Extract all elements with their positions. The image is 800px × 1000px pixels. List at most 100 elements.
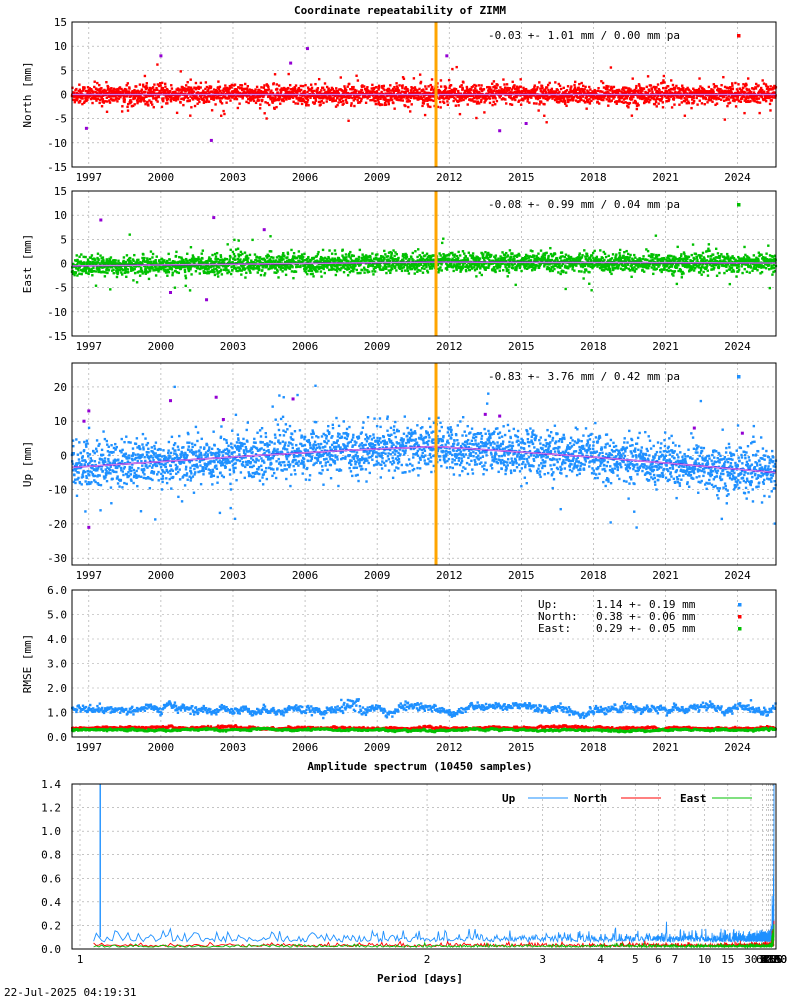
east-point: [122, 256, 126, 259]
east-point: [311, 272, 314, 276]
north-point: [769, 85, 772, 88]
north-point: [494, 97, 497, 100]
east-point: [154, 258, 157, 262]
north-point: [296, 102, 300, 105]
north-point: [502, 88, 506, 91]
north-point: [325, 96, 329, 99]
north-point: [282, 98, 285, 101]
east-point: [248, 253, 252, 257]
north-point: [625, 86, 628, 90]
north-point: [279, 90, 283, 93]
north-point: [261, 90, 265, 94]
north-point: [304, 100, 308, 104]
north-point: [276, 91, 279, 94]
east-xtick-label: 2024: [724, 340, 751, 353]
north-point: [202, 101, 206, 104]
east-point: [335, 270, 339, 273]
east-point: [282, 258, 285, 261]
north-point: [427, 85, 430, 88]
east-point: [155, 255, 158, 258]
north-point: [319, 90, 322, 94]
north-point: [189, 95, 192, 98]
north-point: [329, 94, 332, 97]
north-point: [694, 91, 697, 94]
north-point: [117, 97, 121, 100]
north-point: [626, 94, 630, 98]
north-point: [418, 73, 422, 76]
east-point: [280, 259, 284, 262]
north-point: [599, 94, 603, 97]
north-point: [141, 83, 145, 86]
north-point: [282, 88, 286, 91]
east-point: [212, 265, 215, 268]
north-point: [287, 86, 290, 90]
north-point: [690, 98, 694, 101]
north-point: [772, 96, 775, 99]
north-point: [540, 90, 543, 93]
north-point: [561, 100, 565, 103]
east-point: [356, 271, 359, 275]
east-point: [127, 270, 130, 274]
north-point: [120, 94, 124, 97]
north-point: [692, 87, 695, 90]
north-point: [684, 98, 687, 101]
east-point: [124, 269, 127, 272]
east-point: [175, 271, 179, 274]
north-point: [655, 86, 658, 89]
north-point: [764, 95, 767, 99]
east-point: [146, 257, 149, 260]
north-point: [299, 96, 303, 100]
east-point: [404, 263, 407, 267]
north-point: [592, 94, 596, 97]
north-point: [431, 85, 434, 89]
north-point: [78, 83, 81, 86]
north-point: [136, 89, 139, 93]
east-point: [266, 256, 269, 259]
east-point: [275, 271, 278, 274]
east-point: [220, 261, 223, 264]
east-point: [227, 269, 230, 272]
north-point: [225, 88, 228, 91]
north-point: [524, 87, 528, 91]
east-point: [81, 262, 84, 265]
north-point: [220, 102, 224, 105]
north-point: [300, 102, 304, 106]
east-point: [309, 272, 313, 276]
north-point: [83, 86, 86, 89]
north-point: [229, 85, 232, 88]
east-point: [241, 267, 245, 270]
east-point: [228, 254, 232, 258]
north-point: [107, 95, 111, 98]
north-point: [286, 94, 289, 98]
east-point: [426, 259, 429, 262]
east-point: [101, 256, 105, 259]
east-point: [175, 250, 178, 254]
north-point: [417, 95, 420, 98]
east-point: [209, 257, 212, 261]
north-point: [230, 86, 233, 89]
north-point: [297, 86, 301, 90]
north-point: [395, 85, 399, 88]
north-point: [484, 95, 487, 99]
north-point: [208, 91, 211, 95]
north-point: [331, 87, 334, 91]
east-point: [345, 260, 349, 264]
east-point: [167, 252, 170, 256]
north-point: [306, 98, 310, 102]
east-point: [188, 289, 192, 292]
north-point: [711, 94, 714, 98]
north-point: [534, 89, 537, 93]
north-point: [657, 94, 660, 98]
north-point: [189, 114, 192, 117]
north-point: [424, 91, 427, 95]
east-point: [206, 261, 209, 265]
east-point: [141, 262, 144, 265]
north-point: [522, 99, 525, 102]
north-point: [491, 103, 494, 107]
east-point: [231, 268, 234, 272]
north-point: [377, 84, 381, 88]
north-point: [358, 96, 361, 100]
north-point: [462, 81, 465, 84]
east-point: [210, 265, 214, 268]
north-point: [488, 87, 491, 91]
